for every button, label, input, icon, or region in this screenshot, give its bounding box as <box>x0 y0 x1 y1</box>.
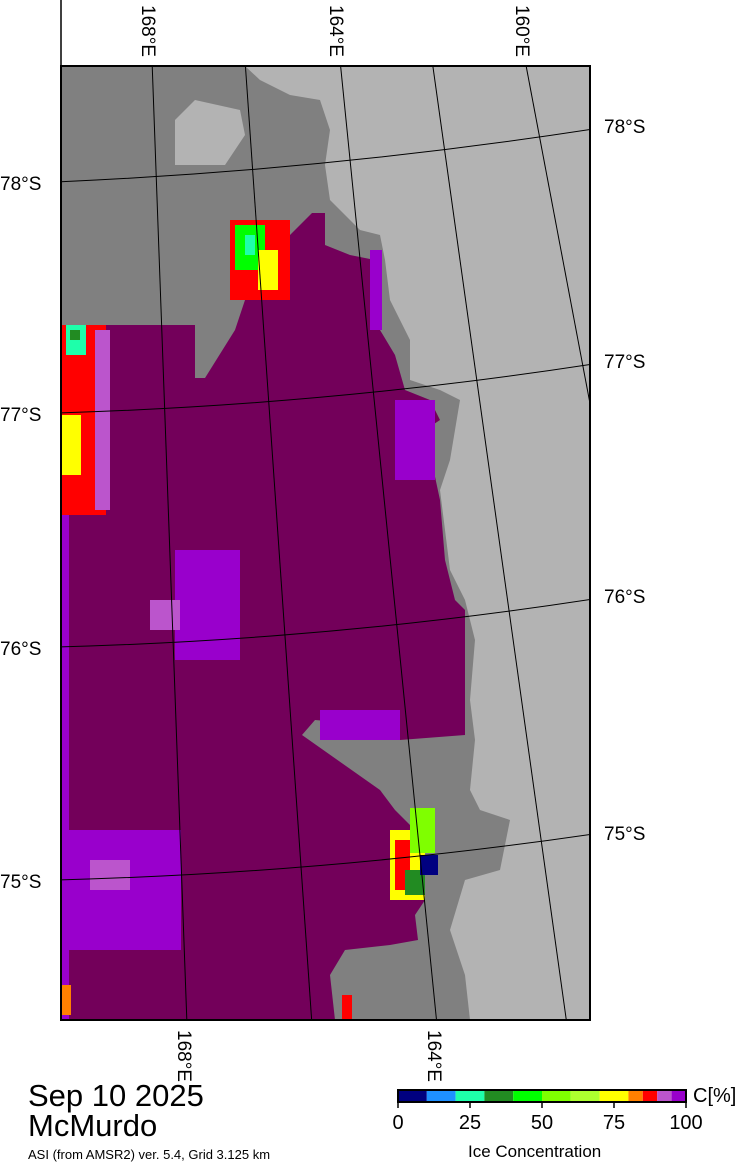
parallel-label-right: 78°S <box>604 117 645 138</box>
colorbar-title: Ice Concentration <box>468 1142 602 1161</box>
ice-edge-patches <box>61 220 438 1020</box>
parallel-label-right: 77°S <box>604 352 645 373</box>
ice-shelf-patch <box>175 100 245 165</box>
meridian-label-top: 164°E <box>325 5 346 57</box>
colorbar-tick: 100 <box>669 1112 703 1134</box>
colorbar-segment <box>642 1090 658 1102</box>
colorbar-segment <box>513 1090 542 1102</box>
colorbar-segment <box>455 1090 485 1102</box>
meridian-label-bottom: 168°E <box>173 1030 194 1082</box>
parallel-label-left: 76°S <box>0 639 41 660</box>
colorbar-tick: 0 <box>392 1112 404 1134</box>
region-label: McMurdo <box>28 1108 158 1143</box>
parallel-label-left: 77°S <box>0 405 41 426</box>
date-label: Sep 10 2025 <box>28 1078 204 1113</box>
colorbar-segment <box>599 1090 629 1102</box>
map-frame <box>60 65 591 1021</box>
colorbar-tick: 75 <box>602 1112 626 1134</box>
colorbar-segment <box>628 1090 643 1102</box>
parallel-label-left: 78°S <box>0 174 41 195</box>
parallel-label-right: 75°S <box>604 824 645 845</box>
parallel-label-right: 76°S <box>604 587 645 608</box>
colorbar-segment <box>398 1090 427 1102</box>
colorbar <box>397 1089 687 1108</box>
colorbar-segment <box>426 1090 456 1102</box>
meridian-label-top: 168°E <box>137 5 158 57</box>
colorbar-segment <box>570 1090 600 1102</box>
parallel-label-left: 75°S <box>0 872 41 893</box>
colorbar-segment <box>657 1090 672 1102</box>
graticule <box>61 66 590 1020</box>
product-label: ASI (from AMSR2) ver. 5.4, Grid 3.125 km <box>28 1147 271 1162</box>
meridian-label-bottom: 164°E <box>423 1030 444 1082</box>
colorbar-segment <box>542 1090 571 1102</box>
meridian-label-top: 160°E <box>511 5 532 57</box>
colorbar-tick: 50 <box>530 1112 554 1134</box>
sea-ice-area <box>61 213 465 1020</box>
colorbar-segment <box>671 1090 686 1102</box>
colorbar-segment <box>484 1090 514 1102</box>
colorbar-unit: C[%] <box>693 1085 737 1107</box>
colorbar-tick: 25 <box>458 1112 482 1134</box>
